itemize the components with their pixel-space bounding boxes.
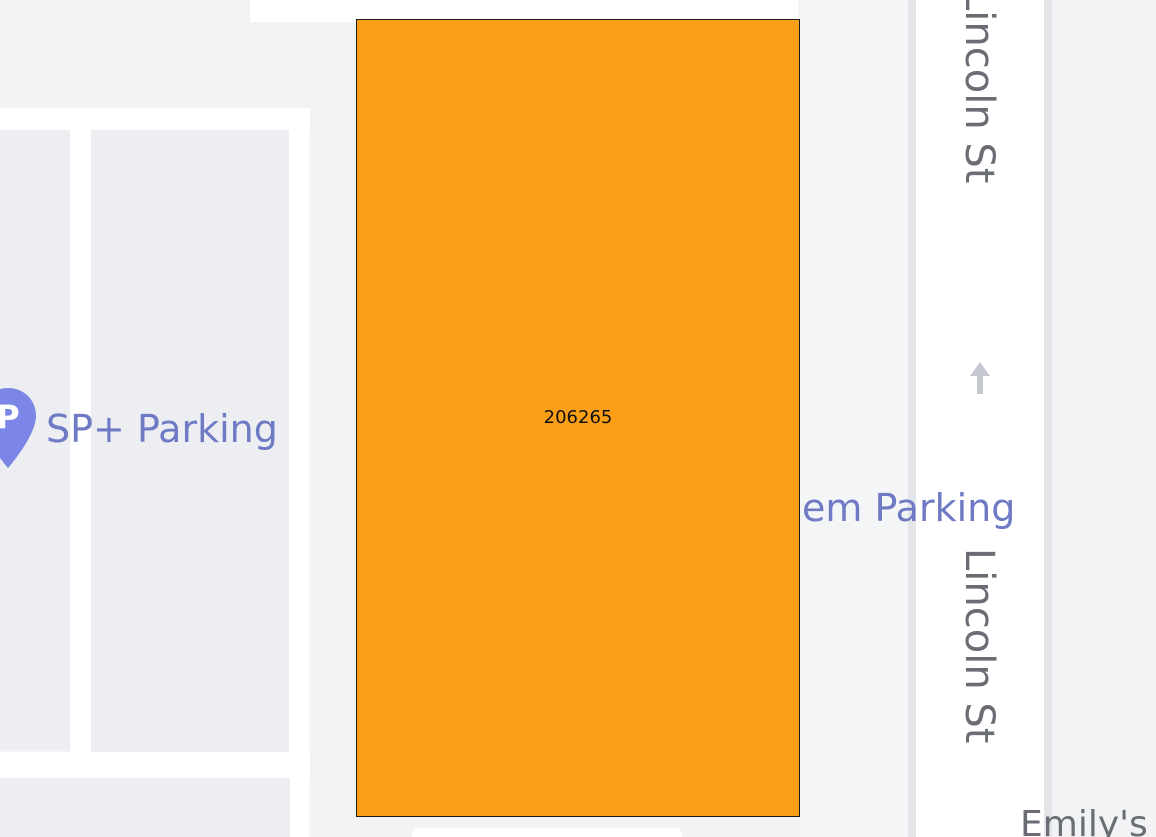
road-bottom-stub: [412, 828, 682, 837]
poi-label-sp-parking[interactable]: SP+ Parking: [46, 407, 278, 451]
place-label-partial: Emily's: [1020, 804, 1148, 837]
city-block: [1044, 0, 1052, 837]
road-vertical-middle: [289, 108, 309, 837]
lincoln-st-road: [908, 0, 1048, 837]
city-block: [91, 130, 289, 755]
road-horizontal-lower: [0, 752, 310, 778]
poi-label-parking[interactable]: em Parking: [802, 486, 1016, 530]
alley-vertical: [70, 130, 91, 755]
parcel-polygon[interactable]: 206265: [356, 19, 800, 817]
road-top: [250, 0, 930, 22]
parking-pin-icon[interactable]: P: [0, 386, 38, 470]
street-label-lincoln-st: Lincoln St: [956, 0, 1002, 184]
city-block: [0, 778, 290, 837]
road-horizontal-left: [0, 108, 310, 130]
street-label-lincoln-st: Lincoln St: [956, 548, 1002, 744]
city-block: [908, 0, 916, 837]
parcel-id-label: 206265: [543, 406, 613, 428]
parking-pin-glyph: P: [0, 398, 20, 436]
road-right-edge: [798, 0, 908, 837]
arrow-up-icon: [970, 362, 990, 394]
